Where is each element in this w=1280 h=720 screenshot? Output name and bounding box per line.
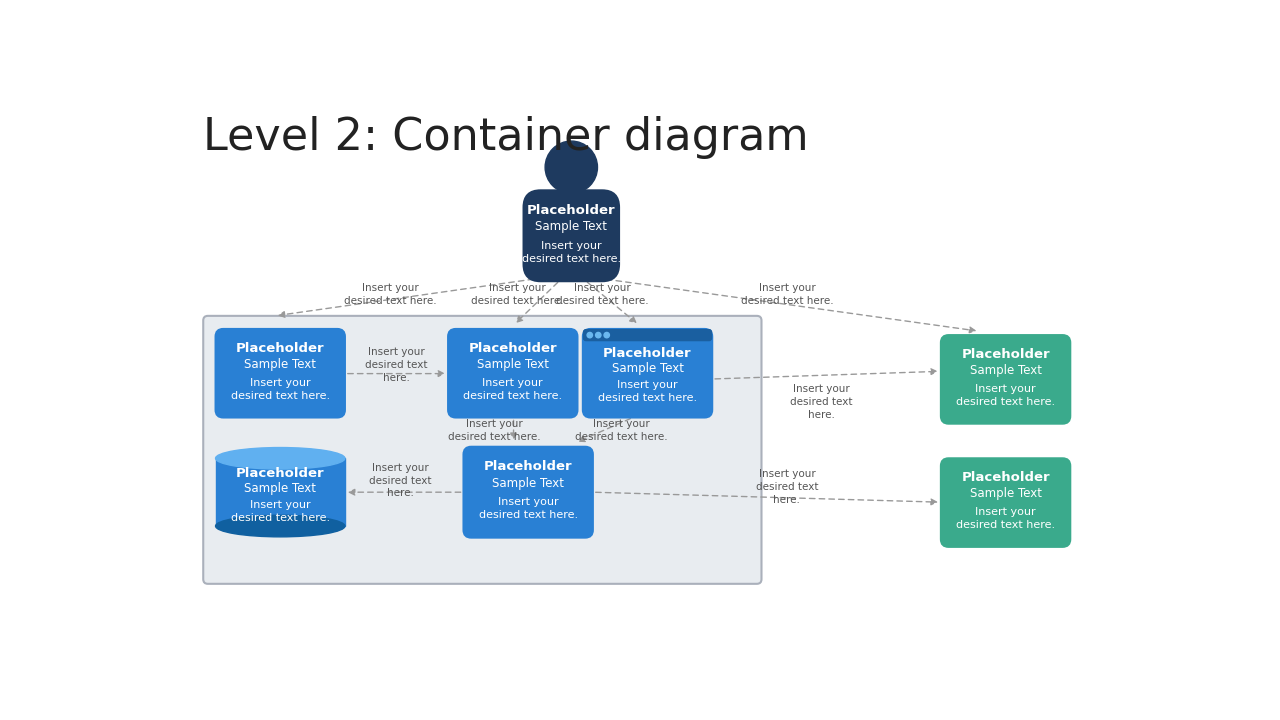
Ellipse shape xyxy=(215,448,344,469)
Text: Placeholder: Placeholder xyxy=(484,460,572,473)
Text: Insert your
desired text
here.: Insert your desired text here. xyxy=(790,384,852,420)
Text: Insert your
desired text here.: Insert your desired text here. xyxy=(230,377,330,401)
Text: Sample Text: Sample Text xyxy=(535,220,607,233)
Text: Insert your
desired text here.: Insert your desired text here. xyxy=(471,283,563,306)
Text: Insert your
desired text here.: Insert your desired text here. xyxy=(956,384,1055,407)
Text: Insert your
desired text here.: Insert your desired text here. xyxy=(344,283,436,306)
FancyBboxPatch shape xyxy=(463,446,593,538)
Bar xyxy=(215,459,344,526)
Text: Sample Text: Sample Text xyxy=(244,482,316,495)
Text: Insert your
desired text here.: Insert your desired text here. xyxy=(741,283,833,306)
Text: Insert your
desired text
here.: Insert your desired text here. xyxy=(365,347,428,383)
FancyBboxPatch shape xyxy=(941,335,1070,423)
Text: Placeholder: Placeholder xyxy=(961,348,1050,361)
Text: Sample Text: Sample Text xyxy=(969,364,1042,377)
Ellipse shape xyxy=(215,516,344,537)
Text: Insert your
desired text
here.: Insert your desired text here. xyxy=(755,469,818,505)
Circle shape xyxy=(588,333,593,338)
Text: Insert your
desired text here.: Insert your desired text here. xyxy=(556,283,649,306)
FancyBboxPatch shape xyxy=(215,329,344,418)
Text: Placeholder: Placeholder xyxy=(468,342,557,355)
Circle shape xyxy=(604,333,609,338)
Text: Insert your
desired text here.: Insert your desired text here. xyxy=(598,379,698,402)
Text: Placeholder: Placeholder xyxy=(236,342,325,355)
FancyBboxPatch shape xyxy=(582,329,712,341)
Text: Sample Text: Sample Text xyxy=(969,487,1042,500)
Text: Insert your
desired text here.: Insert your desired text here. xyxy=(575,419,668,442)
Text: Insert your
desired text here.: Insert your desired text here. xyxy=(230,500,330,523)
Text: Insert your
desired text here.: Insert your desired text here. xyxy=(463,377,562,401)
Text: Placeholder: Placeholder xyxy=(603,347,692,360)
Text: Insert your
desired text here.: Insert your desired text here. xyxy=(956,507,1055,530)
Text: Insert your
desired text
here.: Insert your desired text here. xyxy=(369,463,431,498)
Text: Placeholder: Placeholder xyxy=(236,467,325,480)
FancyBboxPatch shape xyxy=(582,329,712,418)
Text: Placeholder: Placeholder xyxy=(961,472,1050,485)
FancyBboxPatch shape xyxy=(204,316,762,584)
FancyBboxPatch shape xyxy=(524,190,620,282)
Text: Placeholder: Placeholder xyxy=(527,204,616,217)
Circle shape xyxy=(545,141,598,194)
Text: Insert your
desired text here.: Insert your desired text here. xyxy=(448,419,540,442)
Text: Sample Text: Sample Text xyxy=(476,358,549,371)
Text: Sample Text: Sample Text xyxy=(493,477,564,490)
Text: Insert your
desired text here.: Insert your desired text here. xyxy=(479,497,577,520)
FancyBboxPatch shape xyxy=(941,459,1070,547)
Text: Sample Text: Sample Text xyxy=(244,358,316,371)
Text: Sample Text: Sample Text xyxy=(612,361,684,374)
FancyBboxPatch shape xyxy=(448,329,577,418)
Text: Level 2: Container diagram: Level 2: Container diagram xyxy=(204,116,809,158)
Text: Insert your
desired text here.: Insert your desired text here. xyxy=(522,240,621,264)
Circle shape xyxy=(595,333,600,338)
